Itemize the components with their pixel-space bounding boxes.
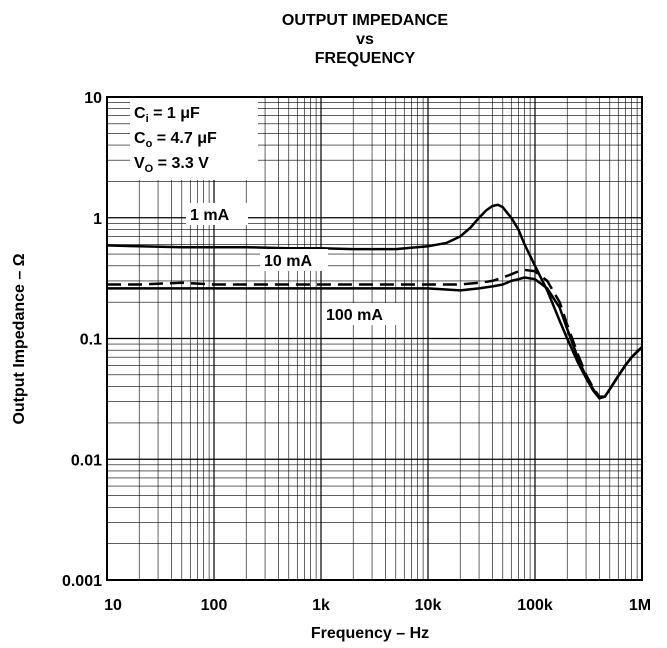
- chart-title-line-2: vs: [356, 31, 374, 48]
- series-label-100ma: 100 mA: [326, 307, 383, 324]
- x-tick-labels: 10 100 1k 10k 100k 1M: [104, 597, 651, 614]
- x-tick-label: 10: [104, 597, 122, 614]
- series-line-100ma: [107, 276, 643, 400]
- series-label-10ma: 10 mA: [264, 253, 312, 270]
- y-tick-labels: 10 1 0.1 0.01 0.001: [62, 90, 102, 590]
- series-lines: [106, 203, 643, 400]
- series-label-1ma: 1 mA: [190, 207, 230, 224]
- y-tick-label: 10: [84, 90, 102, 107]
- condition-vo: VO = 3.3 V: [134, 155, 209, 175]
- y-tick-label: 0.01: [71, 452, 102, 469]
- chart-title-line-3: FREQUENCY: [315, 50, 416, 67]
- condition-co: Co = 4.7 μF: [134, 130, 217, 150]
- x-tick-label: 10k: [415, 597, 442, 614]
- y-tick-label: 0.1: [80, 332, 102, 349]
- x-axis-label: Frequency – Hz: [311, 625, 429, 642]
- y-axis-label: Output Impedance – Ω: [11, 253, 28, 424]
- series-line-1ma: [106, 203, 643, 400]
- label-100ma-bg: [322, 303, 398, 325]
- x-tick-label: 100k: [517, 597, 553, 614]
- plot-frame: [106, 96, 643, 581]
- y-tick-label: 0.001: [62, 573, 102, 590]
- label-1ma-bg: [186, 203, 248, 225]
- x-tick-label: 1k: [312, 597, 330, 614]
- x-tick-label: 1M: [629, 597, 651, 614]
- conditions-box-bg: [130, 98, 258, 180]
- y-tick-label: 1: [93, 211, 102, 228]
- x-tick-label: 100: [201, 597, 228, 614]
- chart-title-line-1: OUTPUT IMPEDANCE: [282, 12, 449, 29]
- label-10ma-bg: [260, 249, 328, 271]
- condition-ci: Ci = 1 μF: [134, 105, 200, 125]
